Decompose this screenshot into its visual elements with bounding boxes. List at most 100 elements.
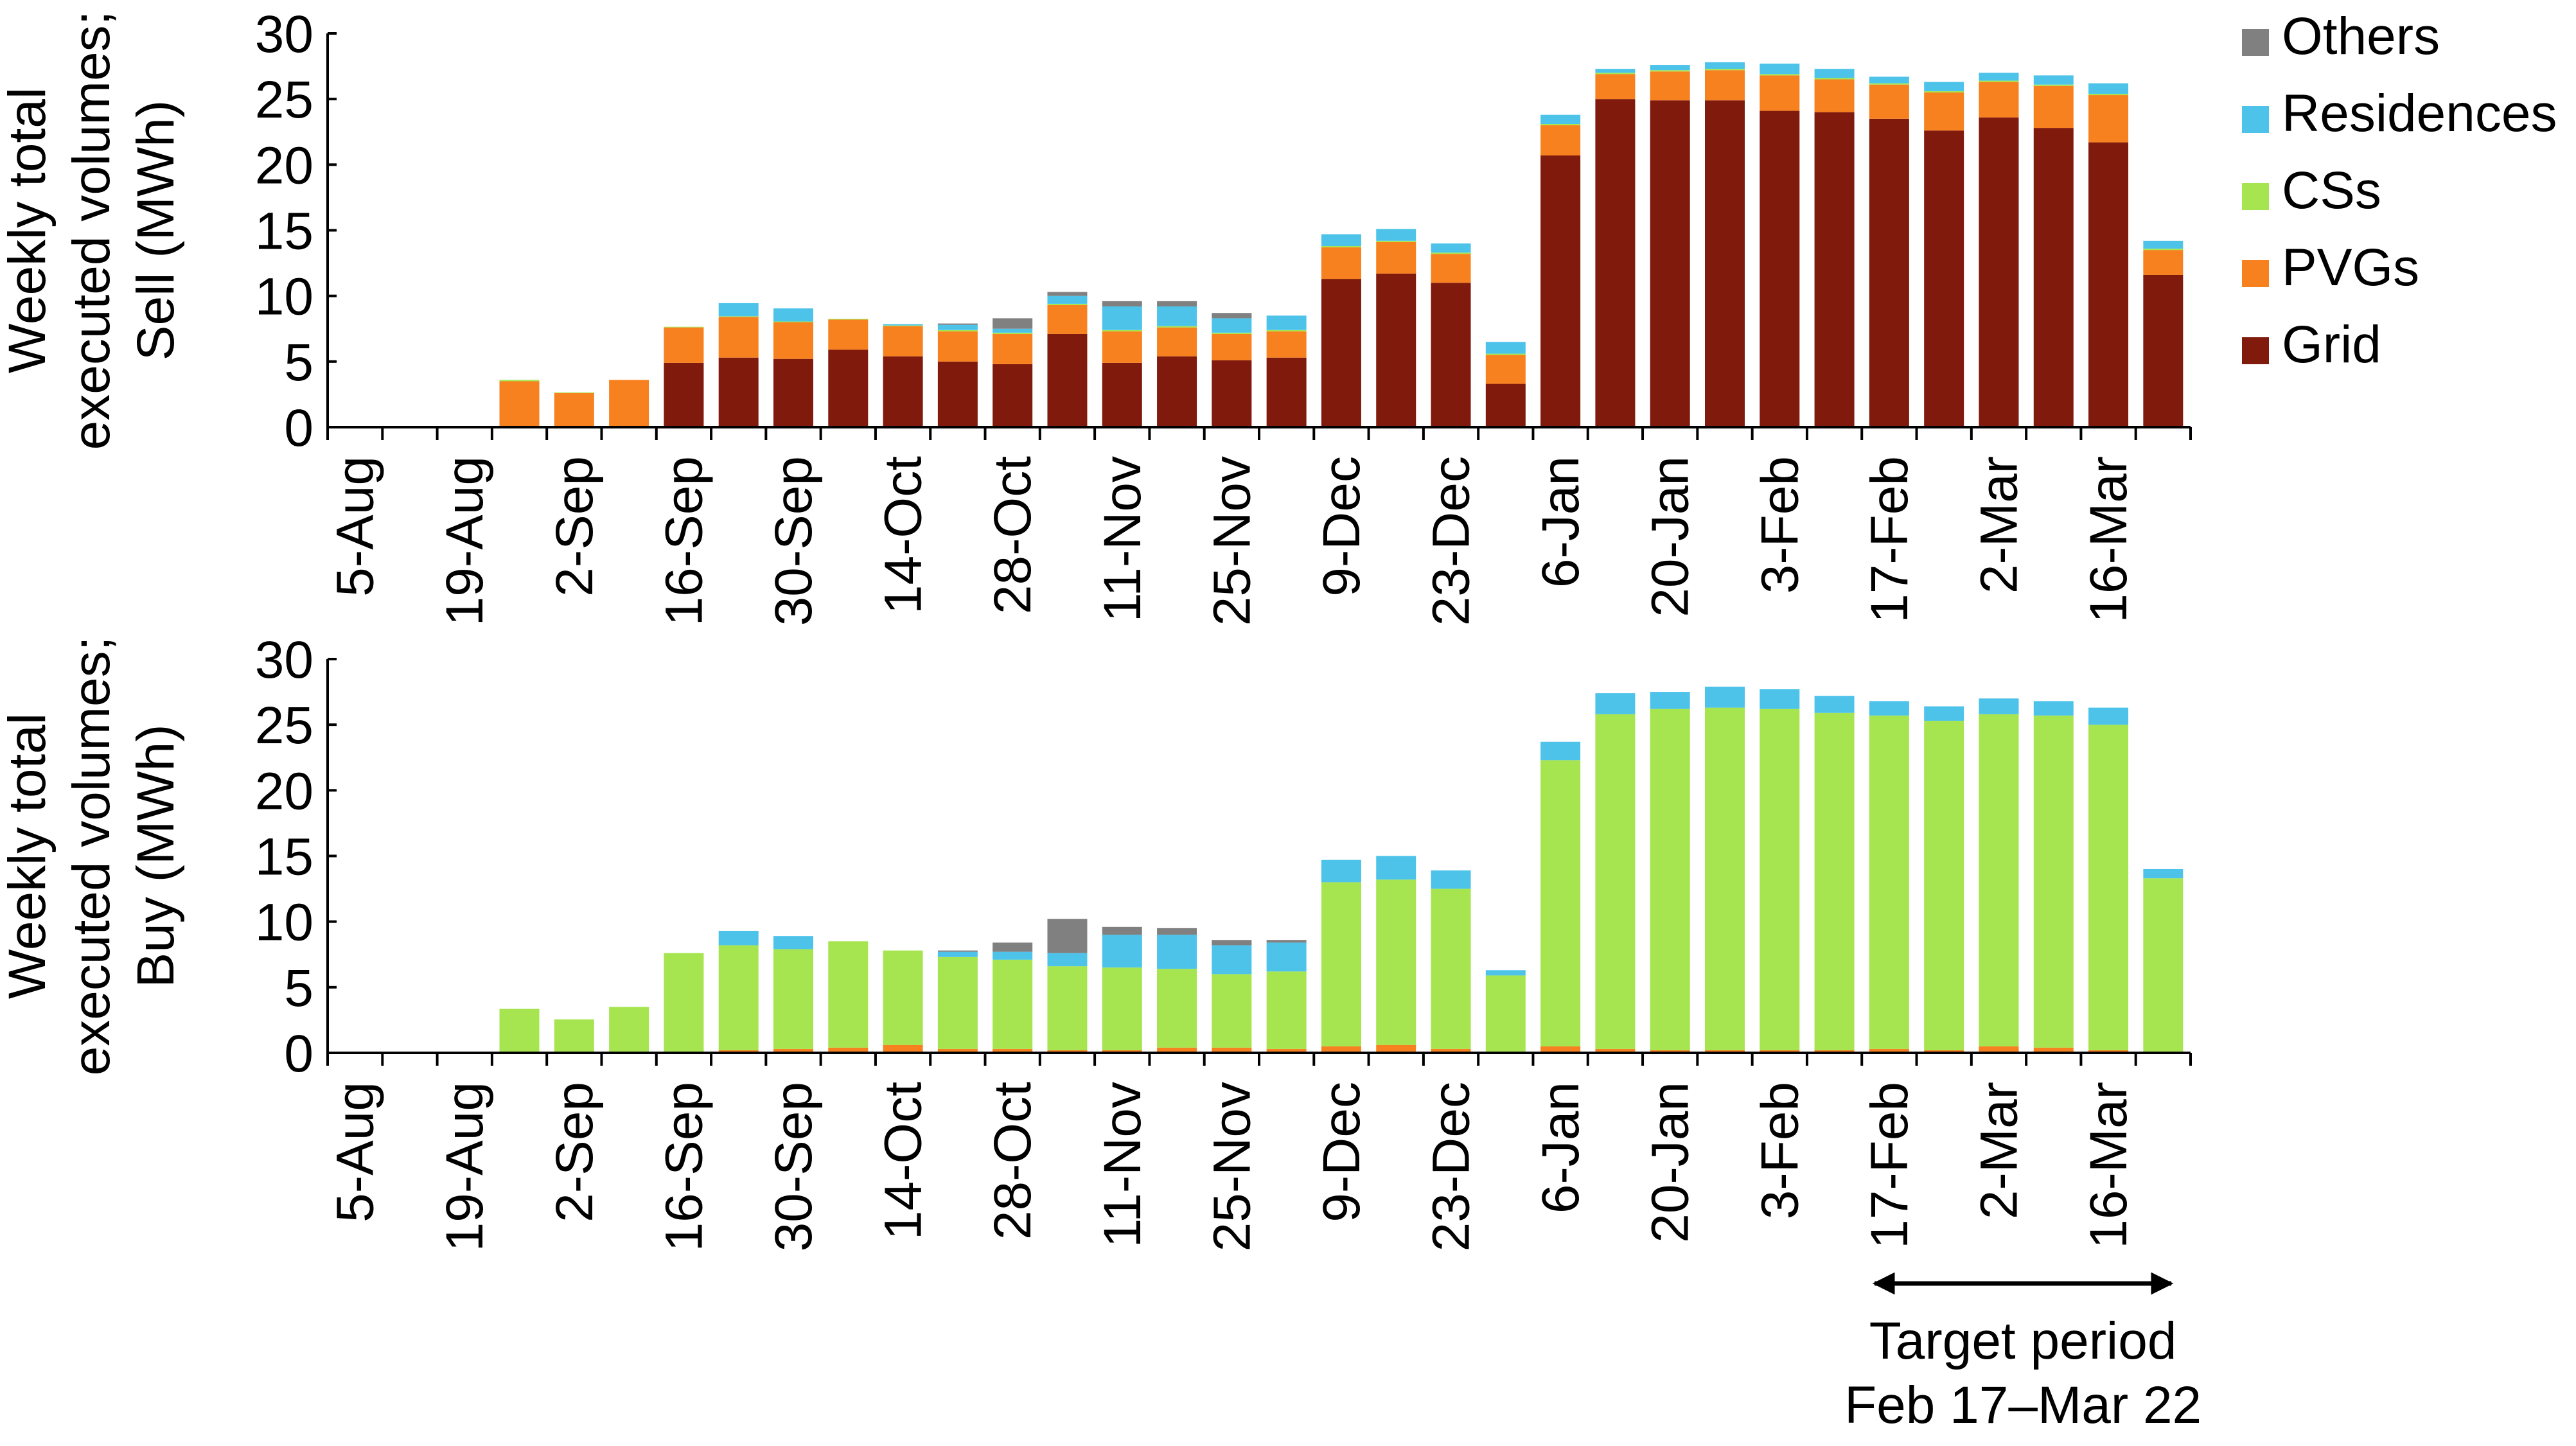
- sell-bar-grid-week-7: [718, 357, 759, 427]
- sell-bar-grid-week-9: [828, 349, 869, 427]
- sell-bar-css-week-33: [2143, 249, 2183, 251]
- sell-y-axis-title-line-3: Sell (MWh): [127, 100, 185, 360]
- sell-bar-residences-week-10: [883, 324, 923, 326]
- sell-chart-panel: 0 5 10 15 20 25 30 5-Aug 19-Aug 2-Sep 16-Sep 30-Sep…: [0, 5, 2192, 626]
- buy-bar-residences-week-16: [1212, 945, 1252, 974]
- sell-bar-css-week-11: [937, 330, 978, 331]
- sell-y-tick-label-5: 5: [284, 333, 313, 392]
- buy-bar-pvgs-week-24: [1650, 1050, 1690, 1053]
- sell-bar-css-week-23: [1595, 73, 1636, 75]
- buy-bar-residences-week-27: [1814, 696, 1855, 713]
- sell-bar-pvgs-week-18: [1321, 247, 1361, 279]
- sell-bar-pvgs-week-5: [609, 380, 649, 427]
- sell-bar-grid-week-17: [1266, 357, 1307, 427]
- buy-bar-css-week-29: [1924, 721, 1964, 1050]
- buy-x-tick-label-23-dec: 23-Dec: [1422, 1082, 1481, 1251]
- buy-bar-css-week-5: [609, 1007, 649, 1053]
- sell-bar-pvgs-week-31: [2033, 85, 2074, 128]
- sell-bar-pvgs-week-14: [1102, 331, 1142, 363]
- sell-bar-pvgs-week-30: [1979, 82, 2019, 118]
- sell-bar-css-week-7: [718, 316, 759, 317]
- sell-bar-others-week-12: [992, 318, 1033, 329]
- buy-bar-others-week-13: [1047, 919, 1088, 953]
- target-period-dates: Feb 17–Mar 22: [1844, 1376, 2201, 1434]
- sell-bar-pvgs-week-27: [1814, 79, 1855, 112]
- buy-bar-others-week-12: [992, 942, 1033, 952]
- sell-x-tick-label-14-oct: 14-Oct: [874, 456, 933, 614]
- buy-bar-css-week-4: [554, 1019, 594, 1052]
- sell-y-tick-label-20: 20: [255, 136, 313, 195]
- sell-x-tick-label-16-sep: 16-Sep: [655, 456, 713, 626]
- buy-bar-residences-week-31: [2033, 701, 2074, 716]
- buy-bar-others-week-15: [1157, 928, 1197, 935]
- buy-bar-pvgs-week-13: [1047, 1050, 1088, 1053]
- sell-bar-pvgs-week-24: [1650, 71, 1690, 101]
- buy-bar-css-week-24: [1650, 709, 1690, 1050]
- sell-bar-residences-week-16: [1212, 318, 1252, 333]
- sell-bar-css-week-3: [499, 380, 540, 382]
- sell-y-tick-label-0: 0: [284, 399, 313, 457]
- buy-bar-css-week-33: [2143, 878, 2183, 1052]
- buy-x-tick-label-3-feb: 3-Feb: [1751, 1082, 1809, 1219]
- sell-bar-pvgs-week-22: [1540, 125, 1581, 156]
- sell-bar-grid-week-19: [1376, 273, 1416, 427]
- target-period-annotation: Target period Feb 17–Mar 22: [1844, 1272, 2201, 1434]
- buy-bar-css-week-18: [1321, 882, 1361, 1046]
- sell-bar-residences-week-23: [1595, 69, 1636, 73]
- sell-bar-residences-week-21: [1485, 342, 1526, 354]
- legend: Others Residences CSs PVGs Grid: [2242, 7, 2557, 374]
- sell-bar-css-week-32: [2088, 93, 2129, 96]
- buy-x-tick-label-25-nov: 25-Nov: [1203, 1082, 1261, 1251]
- buy-bar-css-week-23: [1595, 714, 1636, 1049]
- sell-bar-css-week-22: [1540, 123, 1581, 126]
- buy-bar-residences-week-17: [1266, 942, 1307, 972]
- buy-y-tick-label-30: 30: [255, 631, 313, 689]
- buy-bar-css-week-30: [1979, 714, 2019, 1046]
- buy-bar-css-week-26: [1760, 709, 1800, 1050]
- sell-bar-pvgs-week-4: [554, 392, 594, 427]
- legend-label-pvgs: PVGs: [2282, 238, 2419, 297]
- sell-bar-css-week-15: [1157, 326, 1197, 328]
- sell-bar-residences-week-13: [1047, 295, 1088, 304]
- sell-bar-css-week-31: [2033, 84, 2074, 86]
- sell-x-tick-label-3-feb: 3-Feb: [1751, 456, 1809, 594]
- sell-bar-grid-week-10: [883, 356, 923, 427]
- buy-x-tick-label-11-nov: 11-Nov: [1093, 1082, 1152, 1248]
- sell-x-tick-label-16-mar: 16-Mar: [2079, 456, 2138, 623]
- sell-bar-css-week-19: [1376, 240, 1416, 242]
- buy-bar-pvgs-week-22: [1540, 1046, 1581, 1053]
- buy-bar-residences-week-29: [1924, 706, 1964, 721]
- buy-bar-pvgs-week-7: [718, 1050, 759, 1053]
- sell-bar-css-week-28: [1869, 83, 1909, 85]
- buy-bar-pvgs-week-27: [1814, 1050, 1855, 1053]
- sell-bar-grid-week-11: [937, 361, 978, 427]
- sell-bar-css-week-18: [1321, 246, 1361, 248]
- buy-bar-css-week-12: [992, 959, 1033, 1049]
- buy-bar-css-week-19: [1376, 879, 1416, 1045]
- buy-bar-css-week-3: [499, 1009, 540, 1052]
- buy-bar-residences-week-23: [1595, 693, 1636, 714]
- sell-bar-residences-week-31: [2033, 75, 2074, 85]
- buy-chart-panel: 0 5 10 15 20 25 30 5-Aug 19-Aug 2-Sep 16-Sep 30-Sep…: [0, 631, 2192, 1251]
- buy-bar-pvgs-week-17: [1266, 1048, 1307, 1053]
- buy-bar-residences-week-26: [1760, 689, 1800, 709]
- buy-bar-pvgs-week-26: [1760, 1050, 1800, 1053]
- buy-bar-residences-week-15: [1157, 935, 1197, 969]
- sell-bar-residences-week-18: [1321, 234, 1361, 247]
- buy-x-tick-label-9-dec: 9-Dec: [1312, 1082, 1371, 1222]
- sell-bar-grid-week-24: [1650, 100, 1690, 427]
- buy-bar-residences-week-11: [937, 951, 978, 957]
- sell-bar-residences-week-15: [1157, 306, 1197, 326]
- buy-bar-pvgs-week-14: [1102, 1050, 1142, 1053]
- sell-x-tick-label-11-nov: 11-Nov: [1093, 456, 1152, 622]
- buy-x-tick-label-6-jan: 6-Jan: [1531, 1082, 1590, 1213]
- sell-bar-pvgs-week-21: [1485, 355, 1526, 384]
- sell-bar-css-week-13: [1047, 303, 1088, 305]
- sell-bar-pvgs-week-11: [937, 331, 978, 362]
- buy-bar-css-week-16: [1212, 974, 1252, 1048]
- sell-y-tick-label-15: 15: [255, 202, 313, 261]
- sell-bar-css-week-14: [1102, 330, 1142, 331]
- sell-bar-pvgs-week-29: [1924, 92, 1964, 131]
- buy-y-tick-label-0: 0: [284, 1025, 313, 1083]
- sell-bar-pvgs-week-15: [1157, 327, 1197, 357]
